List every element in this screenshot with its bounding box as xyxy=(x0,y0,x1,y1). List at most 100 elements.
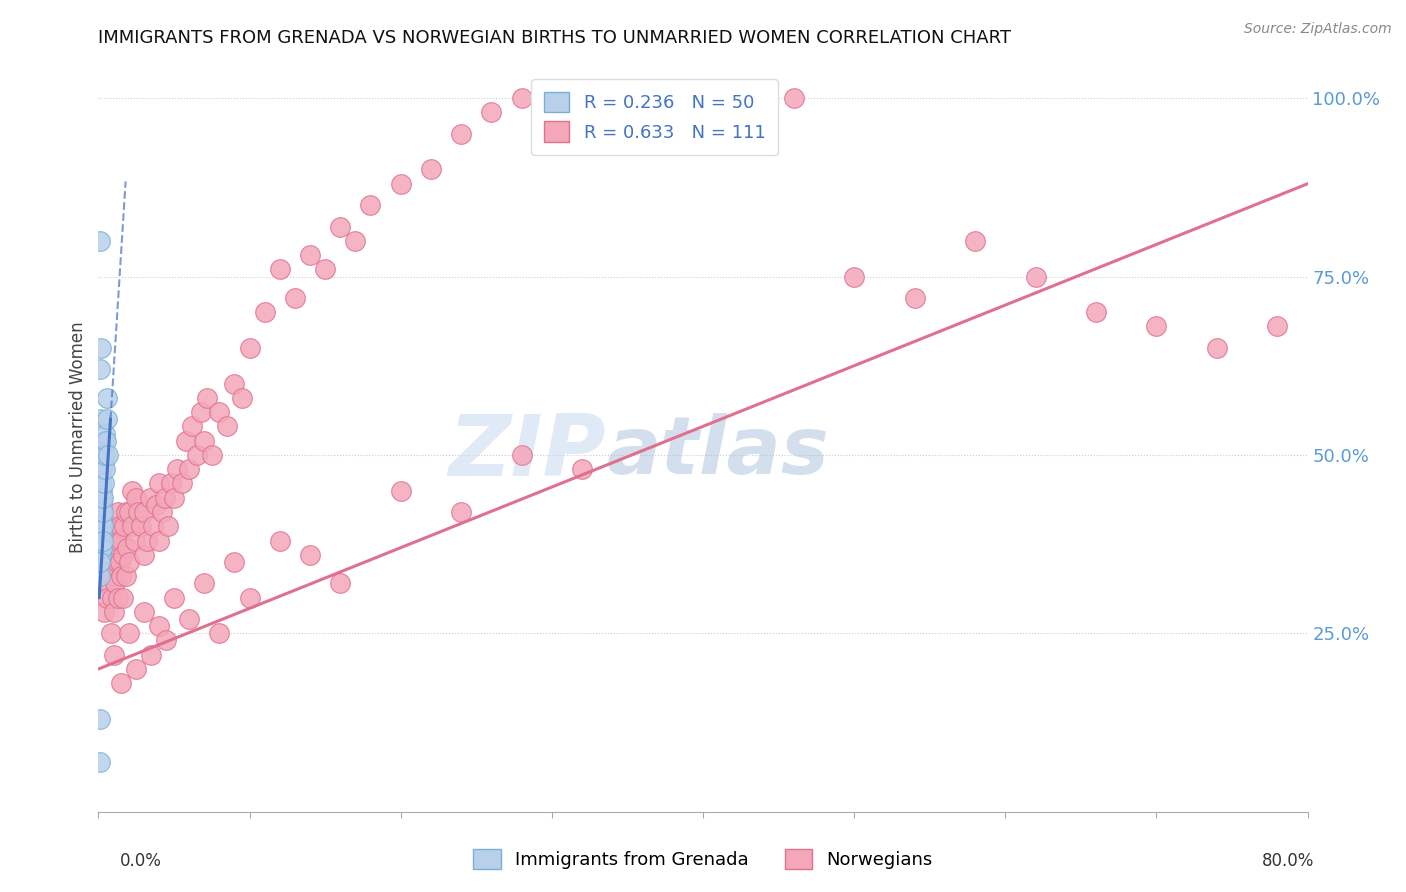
Point xyxy=(101,569,124,583)
Point xyxy=(96,391,118,405)
Point xyxy=(91,483,114,498)
Point xyxy=(90,505,112,519)
Point xyxy=(156,519,179,533)
Point xyxy=(121,483,143,498)
Point xyxy=(208,626,231,640)
Point xyxy=(90,548,112,562)
Point xyxy=(89,569,111,583)
Point xyxy=(284,291,307,305)
Point xyxy=(174,434,197,448)
Point xyxy=(90,548,112,562)
Point xyxy=(231,391,253,405)
Point xyxy=(110,569,132,583)
Text: 80.0%: 80.0% xyxy=(1263,852,1315,870)
Point xyxy=(93,455,115,469)
Point xyxy=(94,434,117,448)
Point xyxy=(155,633,177,648)
Point xyxy=(571,462,593,476)
Point xyxy=(89,555,111,569)
Point xyxy=(93,476,115,491)
Point xyxy=(510,448,533,462)
Point xyxy=(148,619,170,633)
Point xyxy=(420,162,443,177)
Text: IMMIGRANTS FROM GRENADA VS NORWEGIAN BIRTHS TO UNMARRIED WOMEN CORRELATION CHART: IMMIGRANTS FROM GRENADA VS NORWEGIAN BIR… xyxy=(98,29,1011,47)
Point xyxy=(90,533,112,548)
Point xyxy=(299,248,322,262)
Point xyxy=(90,341,112,355)
Point xyxy=(93,434,115,448)
Point xyxy=(89,533,111,548)
Point xyxy=(89,362,111,376)
Legend: R = 0.236   N = 50, R = 0.633   N = 111: R = 0.236 N = 50, R = 0.633 N = 111 xyxy=(531,79,778,155)
Point xyxy=(215,419,238,434)
Point xyxy=(239,341,262,355)
Point xyxy=(100,533,122,548)
Point xyxy=(91,519,114,533)
Point xyxy=(179,612,201,626)
Point xyxy=(118,626,141,640)
Point xyxy=(90,526,112,541)
Text: ZIP: ZIP xyxy=(449,410,606,493)
Point xyxy=(96,591,118,605)
Point xyxy=(170,476,193,491)
Point xyxy=(111,591,134,605)
Point xyxy=(450,505,472,519)
Point xyxy=(208,405,231,419)
Point xyxy=(153,491,176,505)
Point xyxy=(91,448,114,462)
Point xyxy=(93,605,115,619)
Point xyxy=(89,234,111,248)
Point xyxy=(91,505,114,519)
Point xyxy=(179,462,201,476)
Point xyxy=(96,412,118,426)
Point xyxy=(148,533,170,548)
Point xyxy=(89,412,111,426)
Point xyxy=(360,198,382,212)
Point xyxy=(90,476,112,491)
Point xyxy=(540,91,562,105)
Point xyxy=(145,498,167,512)
Point xyxy=(101,591,124,605)
Point xyxy=(105,555,128,569)
Point xyxy=(201,448,224,462)
Point xyxy=(124,533,146,548)
Point xyxy=(450,127,472,141)
Point xyxy=(1024,269,1046,284)
Point xyxy=(661,91,683,105)
Point xyxy=(692,91,714,105)
Point xyxy=(107,591,129,605)
Point xyxy=(103,648,125,662)
Point xyxy=(269,533,291,548)
Point xyxy=(269,262,291,277)
Point xyxy=(90,469,112,483)
Point xyxy=(110,533,132,548)
Point xyxy=(737,91,759,105)
Legend: Immigrants from Grenada, Norwegians: Immigrants from Grenada, Norwegians xyxy=(464,839,942,879)
Point xyxy=(94,448,117,462)
Y-axis label: Births to Unmarried Women: Births to Unmarried Women xyxy=(69,321,87,553)
Point xyxy=(93,448,115,462)
Point xyxy=(90,548,112,562)
Point xyxy=(1267,319,1289,334)
Point xyxy=(783,91,806,105)
Point xyxy=(90,519,112,533)
Point xyxy=(89,498,111,512)
Point xyxy=(90,526,112,541)
Point xyxy=(127,505,149,519)
Point xyxy=(90,462,112,476)
Point xyxy=(142,519,165,533)
Point xyxy=(108,519,131,533)
Text: Source: ZipAtlas.com: Source: ZipAtlas.com xyxy=(1244,22,1392,37)
Point xyxy=(904,291,927,305)
Point xyxy=(90,541,112,555)
Point xyxy=(90,491,112,505)
Point xyxy=(160,476,183,491)
Point xyxy=(141,648,163,662)
Point xyxy=(193,434,215,448)
Point xyxy=(108,555,131,569)
Point xyxy=(90,491,112,505)
Point xyxy=(329,219,352,234)
Text: 0.0%: 0.0% xyxy=(120,852,162,870)
Point xyxy=(181,419,204,434)
Point xyxy=(344,234,367,248)
